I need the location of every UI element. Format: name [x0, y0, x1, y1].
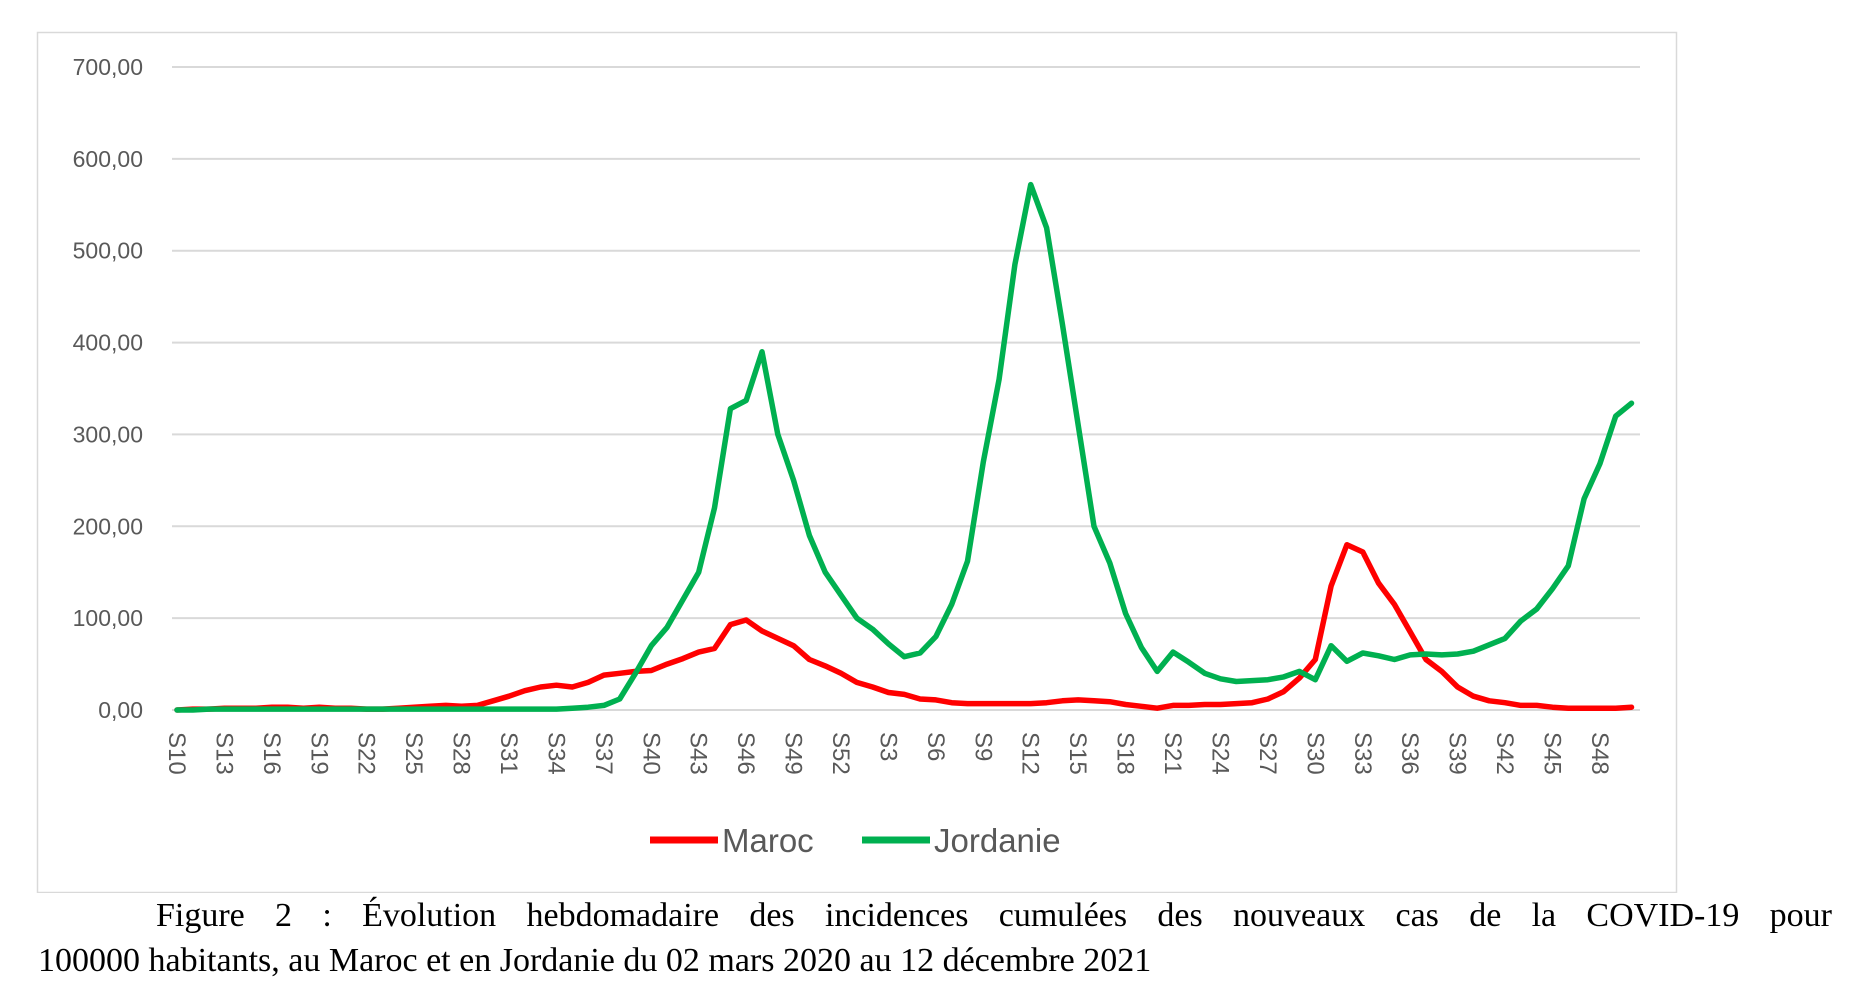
x-tick-label: S45 — [1538, 732, 1565, 775]
x-tick-label: S30 — [1301, 732, 1328, 775]
y-tick-label: 100,00 — [73, 605, 143, 631]
x-tick-label: S34 — [542, 732, 569, 775]
y-tick-label: 200,00 — [73, 513, 143, 539]
x-tick-label: S13 — [210, 732, 237, 775]
x-tick-label: S19 — [305, 732, 332, 775]
x-tick-label: S42 — [1491, 732, 1518, 775]
y-tick-label: 700,00 — [73, 54, 143, 80]
line-chart: 0,00 100,00 200,00 300,00 400,00 500,00 600,00… — [36, 31, 1678, 893]
y-tick-label: 500,00 — [73, 238, 143, 264]
x-tick-label: S24 — [1206, 732, 1233, 775]
figure-caption: Figure 2 : Évolution hebdomadaire des in… — [38, 893, 1832, 983]
y-tick-label: 400,00 — [73, 330, 143, 356]
x-tick-label: S52 — [827, 732, 854, 775]
x-tick-label: S18 — [1112, 732, 1139, 775]
x-tick-label: S22 — [353, 732, 380, 775]
x-tick-label: S12 — [1017, 732, 1044, 775]
legend: Maroc Jordanie — [650, 822, 1061, 859]
x-tick-label: S16 — [258, 732, 285, 775]
x-tick-label: S10 — [163, 732, 190, 775]
x-tick-label: S48 — [1586, 732, 1613, 775]
caption-line-1: Figure 2 : Évolution hebdomadaire des in… — [156, 897, 1832, 934]
caption-line-2: 100000 habitants, au Maroc et en Jordani… — [38, 942, 1152, 979]
x-tick-label: S39 — [1444, 732, 1471, 775]
series-line-jordanie — [174, 181, 1635, 713]
y-tick-label: 300,00 — [73, 421, 143, 447]
x-tick-label: S46 — [732, 732, 759, 775]
legend-label: Maroc — [722, 822, 814, 859]
x-tick-label: S36 — [1396, 732, 1423, 775]
legend-label: Jordanie — [934, 822, 1061, 859]
x-tick-label: S15 — [1064, 732, 1091, 775]
y-tick-label: 600,00 — [73, 146, 143, 172]
x-tick-label: S25 — [400, 732, 427, 775]
x-tick-label: S6 — [922, 732, 949, 761]
y-tick-label: 0,00 — [98, 697, 143, 723]
chart-frame — [36, 31, 1678, 893]
x-tick-label: S40 — [637, 732, 664, 775]
x-tick-label: S28 — [448, 732, 475, 775]
x-tick-label: S27 — [1254, 732, 1281, 775]
x-tick-label: S21 — [1159, 732, 1186, 775]
x-tick-label: S33 — [1349, 732, 1376, 775]
x-tick-label: S37 — [590, 732, 617, 775]
x-tick-label: S3 — [874, 732, 901, 761]
x-tick-label: S9 — [969, 732, 996, 761]
x-tick-label: S49 — [780, 732, 807, 775]
x-tick-label: S31 — [495, 732, 522, 775]
x-tick-label: S43 — [685, 732, 712, 775]
